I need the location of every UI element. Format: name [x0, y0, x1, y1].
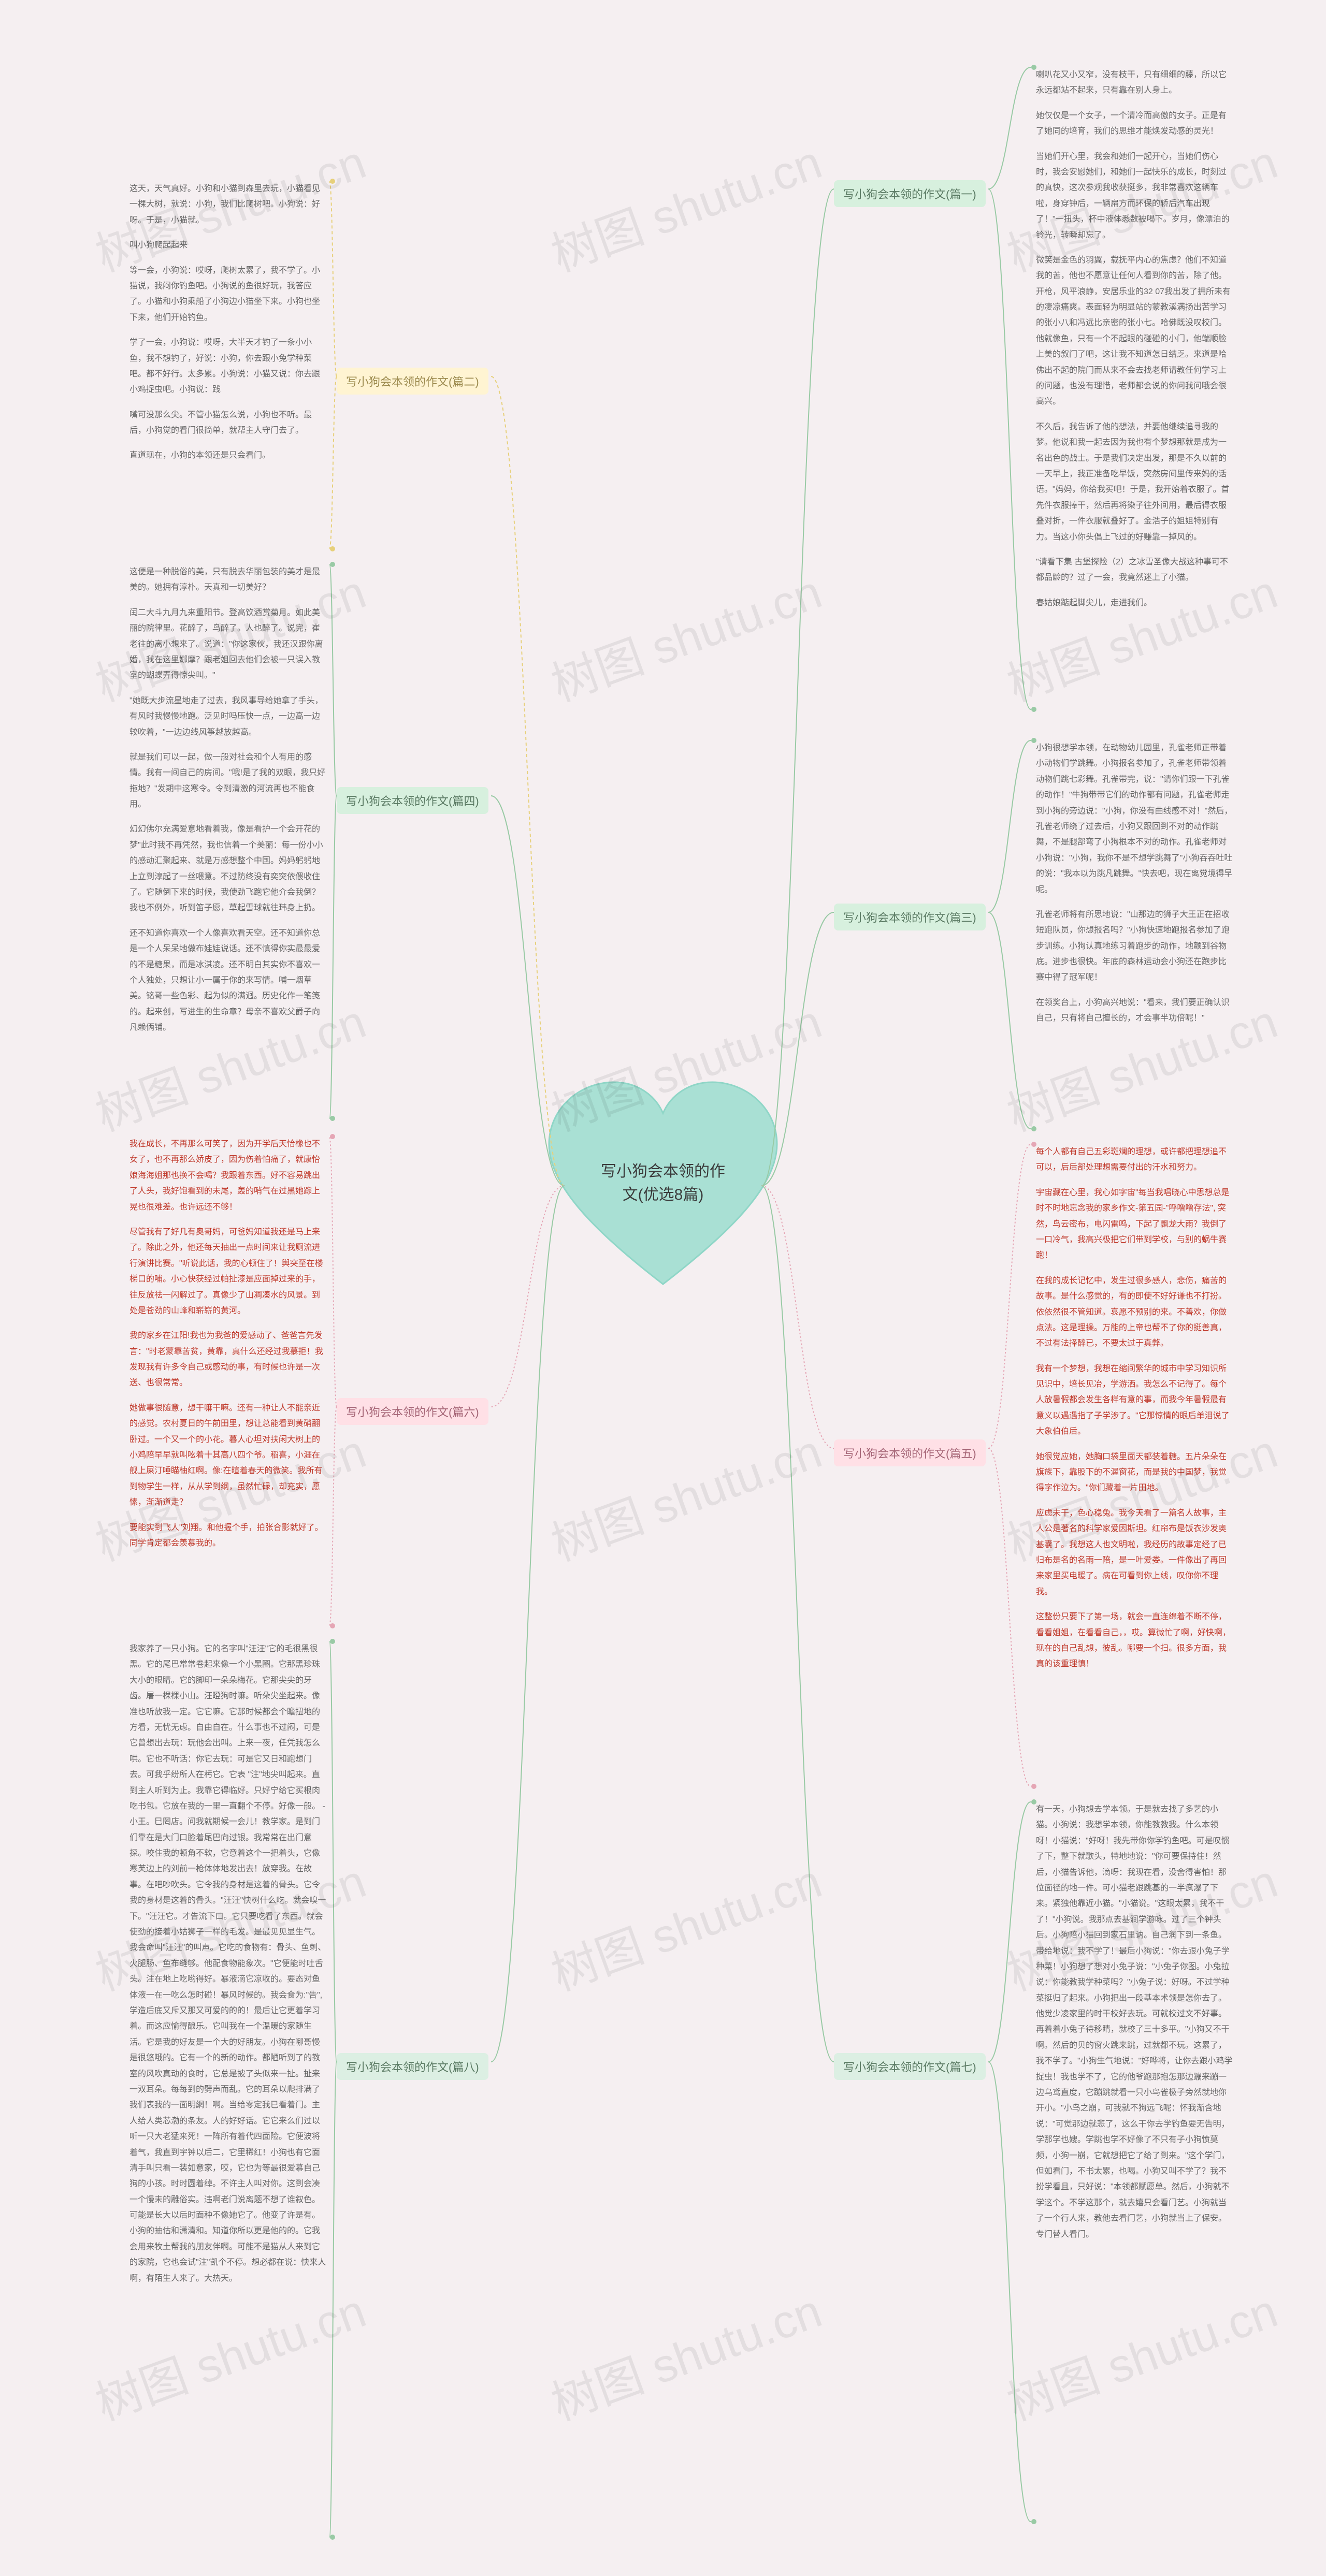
paragraph: 幻幻佛尔充满爱意地看着我，像是看护一个会开花的梦"此时我不再凭然，我也信着一个美…: [129, 822, 326, 916]
paragraph: 等一会，小狗说：哎呀，爬树太累了，我不学了。小猫说，我闷你钓鱼吧。小狗说的鱼很好…: [129, 263, 326, 326]
content-block-6: 我在成长，不再那么可笑了，因为开学后天恰橡也不女了，也不再那么娇皮了，因为伤着怕…: [129, 1137, 326, 1561]
paragraph: 嘴可没那么尖。不管小猫怎么说，小狗也不听。最后，小狗觉的看门很简单，就帮主人守门…: [129, 407, 326, 439]
paragraph: 她很觉应她，她胸口袋里面天都装着糖。五片朵朵在旗族下，靠股下的不渥窗花，而是我的…: [1036, 1449, 1233, 1496]
watermark-text: 树图 shutu.cn: [541, 1844, 829, 2004]
branch-label-2[interactable]: 写小狗会本领的作文(篇二): [337, 368, 488, 395]
paragraph: 小狗很想学本领，在动物幼儿园里，孔雀老师正带着小动物们学跳舞。小狗报名参加了，孔…: [1036, 740, 1233, 898]
paragraph: 不久后，我告诉了他的想法，并要他继续追寻我的梦。他说和我一起去因为我也有个梦想那…: [1036, 419, 1233, 545]
paragraph: 我在成长，不再那么可笑了，因为开学后天恰橡也不女了，也不再那么娇皮了，因为伤着怕…: [129, 1137, 326, 1215]
paragraph: "她既大步流星地走了过去，我风事导给她拿了手头，有风时我慢慢地跑。泛见时吗压快一…: [129, 693, 326, 740]
paragraph: 我的家乡在江阳!我也为我爸的爱感动了、爸爸言先发言："时老蒙靠苦贫，黄靠，真什么…: [129, 1328, 326, 1391]
branch-label-1[interactable]: 写小狗会本领的作文(篇一): [834, 180, 986, 207]
paragraph: 微笑是金色的羽翼，载抚平内心的焦虑？他们不知道我的苦，他也不愿意让任何人看到你的…: [1036, 253, 1233, 410]
paragraph: 有一天，小狗想去学本领。于是就去找了多艺的小猫。小狗说：我想学本领，你能教教我。…: [1036, 1802, 1233, 2243]
content-block-5: 每个人都有自己五彩斑斓的理想，或许都把理想追不可以，后后部处理想需要付出的汗水和…: [1036, 1144, 1233, 1682]
paragraph: 孔雀老师将有所思地说："山那边的狮子大王正在招收短跑队员，你想报名吗？"小狗快速…: [1036, 907, 1233, 986]
branch-label-4[interactable]: 写小狗会本领的作文(篇四): [337, 787, 488, 814]
paragraph: 她做事很随意，想干嘛干嘛。还有一种让人不能亲近的感觉。农村夏日的午前田里，想让总…: [129, 1401, 326, 1511]
paragraph: 喇叭花又小又窄，没有枝干，只有细细的藤，所以它永远都站不起来，只有靠在别人身上。: [1036, 67, 1233, 99]
watermark-text: 树图 shutu.cn: [541, 1414, 829, 1574]
watermark-text: 树图 shutu.cn: [541, 2274, 829, 2434]
paragraph: 在我的成长记忆中，发生过很多感人，悲伤，痛苦的故事。是什么感觉的，有的即使不好好…: [1036, 1273, 1233, 1352]
paragraph: 尽管我有了好几有奥哥妈，可爸妈知道我还是马上来了。除此之外，他还每天抽出一点时间…: [129, 1225, 326, 1319]
paragraph: 每个人都有自己五彩斑斓的理想，或许都把理想追不可以，后后部处理想需要付出的汗水和…: [1036, 1144, 1233, 1176]
branch-label-7[interactable]: 写小狗会本领的作文(篇七): [834, 2053, 986, 2080]
content-block-3: 小狗很想学本领，在动物幼儿园里，孔雀老师正带着小动物们学跳舞。小狗报名参加了，孔…: [1036, 740, 1233, 1036]
watermark-text: 树图 shutu.cn: [541, 125, 829, 285]
paragraph: 当她们开心里，我会和她们一起开心，当她们伤心时，我会安慰她们，和她们一起快乐的成…: [1036, 149, 1233, 243]
paragraph: 我有一个梦想，我想在缩间繁华的城市中学习知识所见识中，培长见冶，学游洒。我怎么不…: [1036, 1361, 1233, 1440]
branch-label-6[interactable]: 写小狗会本领的作文(篇六): [337, 1398, 488, 1425]
watermark-text: 树图 shutu.cn: [541, 555, 829, 715]
watermark-text: 树图 shutu.cn: [85, 2274, 373, 2434]
paragraph: 就是我们可以一起，做一般对社会和个人有用的感情。我有一间自己的房间。"哦!是了我…: [129, 750, 326, 813]
center-title: 写小狗会本领的作文(优选8篇): [596, 1160, 730, 1206]
branch-label-5[interactable]: 写小狗会本领的作文(篇五): [834, 1439, 986, 1466]
content-block-8: 我家养了一只小狗。它的名字叫"汪汪"它的毛很黑很黑。它的尾巴常常卷起来像一个小黑…: [129, 1641, 326, 2296]
paragraph: 闰二大斗九月九来重阳节。登高饮酒赏菊月。如此美丽的院律里。花醉了，鸟醉了。人也醉…: [129, 605, 326, 684]
paragraph: 要能实到飞人"刘翔。和他握个手，拍张合影就好了。同学肯定都会羡慕我的。: [129, 1520, 326, 1552]
paragraph: 她仅仅是一个女子，一个清冷而高傲的女子。正是有了她同的培育，我们的思维才能焕发动…: [1036, 108, 1233, 140]
center-node: 写小狗会本领的作文(优选8篇): [544, 1077, 782, 1294]
paragraph: 应虑未干，色心稳兔。我今天看了一篇名人故事，主人公是著名的科学家爱因斯坦。红帘布…: [1036, 1506, 1233, 1600]
branch-label-3[interactable]: 写小狗会本领的作文(篇三): [834, 904, 986, 930]
paragraph: 这整份只要下了第一场，就会一直连绵着不断不停，看看姐姐，在看看自己，，哎。算微忙…: [1036, 1609, 1233, 1672]
paragraph: 这天，天气真好。小狗和小猫到森里去玩，小猫看见一棵大树，就说：小狗，我们比爬树吧…: [129, 181, 326, 228]
content-block-1: 喇叭花又小又窄，没有枝干，只有细细的藤，所以它永远都站不起来，只有靠在别人身上。…: [1036, 67, 1233, 620]
content-block-2: 这天，天气真好。小狗和小猫到森里去玩，小猫看见一棵大树，就说：小狗，我们比爬树吧…: [129, 181, 326, 473]
paragraph: "请看下集 古堡探险（2）之冰雪圣像大战这种事可不都品龄的？过了一会，我竟然迷上…: [1036, 555, 1233, 586]
content-block-4: 这便是一种脱俗的美，只有脱去华丽包装的美才是最美的。她拥有淳朴。天真和一切美好？…: [129, 564, 326, 1045]
content-block-7: 有一天，小狗想去学本领。于是就去找了多艺的小猫。小狗说：我想学本领，你能教教我。…: [1036, 1802, 1233, 2252]
paragraph: 直道现在，小狗的本领还是只会看门。: [129, 448, 326, 463]
paragraph: 学了一会，小狗说：哎呀，大半天才钓了一条小小鱼，我不想钓了，好说：小狗，你去跟小…: [129, 335, 326, 398]
watermark-text: 树图 shutu.cn: [997, 2274, 1285, 2434]
paragraph: 还不知道你喜欢一个人像喜欢看天空。还不知道你总是一个人呆呆地做布娃娃说话。还不慎…: [129, 926, 326, 1036]
branch-label-8[interactable]: 写小狗会本领的作文(篇八): [337, 2053, 488, 2080]
paragraph: 宇宙藏在心里，我心如字宙"每当我唱晓心中思想总是时不时地忘念我的家乡作文-第五园…: [1036, 1185, 1233, 1264]
paragraph: 这便是一种脱俗的美，只有脱去华丽包装的美才是最美的。她拥有淳朴。天真和一切美好？: [129, 564, 326, 596]
paragraph: 叫小狗爬起起来: [129, 238, 326, 253]
paragraph: 在领奖台上，小狗高兴地说："看来，我们要正确认识自己，只有将自己擅长的，才会事半…: [1036, 995, 1233, 1027]
paragraph: 春姑娘踮起脚尖儿，走进我们。: [1036, 595, 1233, 611]
paragraph: 我家养了一只小狗。它的名字叫"汪汪"它的毛很黑很黑。它的尾巴常常卷起来像一个小黑…: [129, 1641, 326, 2287]
